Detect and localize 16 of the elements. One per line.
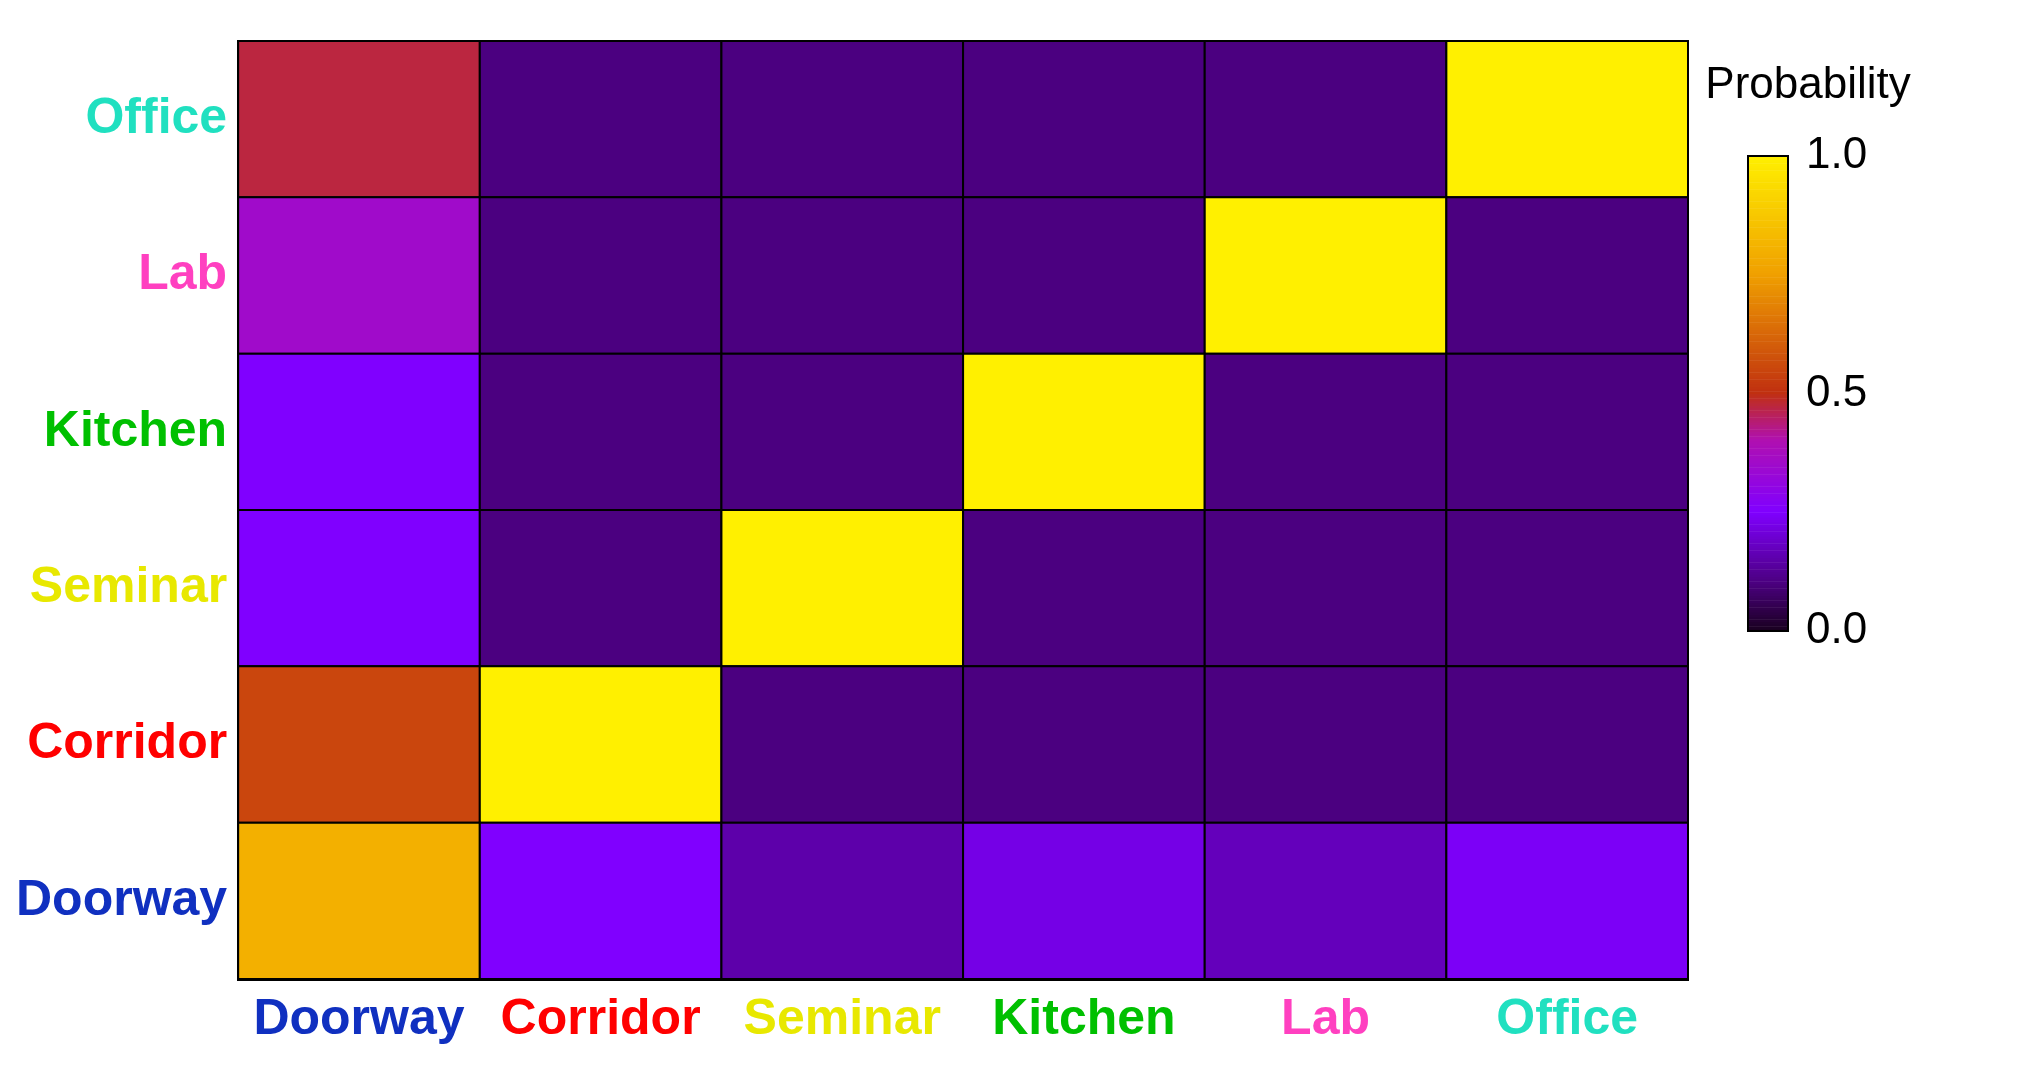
x-tick-label: Lab (1281, 988, 1370, 1045)
y-tick-label: Kitchen (43, 400, 228, 457)
y-tick-label: Office (85, 87, 228, 144)
x-tick-label: Kitchen (992, 988, 1176, 1045)
x-tick-label: Office (1496, 988, 1639, 1045)
x-tick-label: Corridor (500, 988, 701, 1045)
x-tick-label: Seminar (743, 988, 941, 1045)
color-bar-label: 0.0 (1806, 603, 1868, 653)
x-tick-label: Doorway (253, 988, 465, 1045)
color-bar-label: 1.0 (1806, 128, 1868, 178)
y-tick-label: Lab (138, 244, 228, 301)
y-tick-label: Doorway (15, 869, 228, 926)
color-bar-title: Probability (1705, 58, 1911, 108)
color-bar-label: 0.5 (1806, 365, 1868, 415)
y-tick-label: Seminar (29, 556, 228, 613)
y-tick-label: Corridor (27, 713, 228, 770)
